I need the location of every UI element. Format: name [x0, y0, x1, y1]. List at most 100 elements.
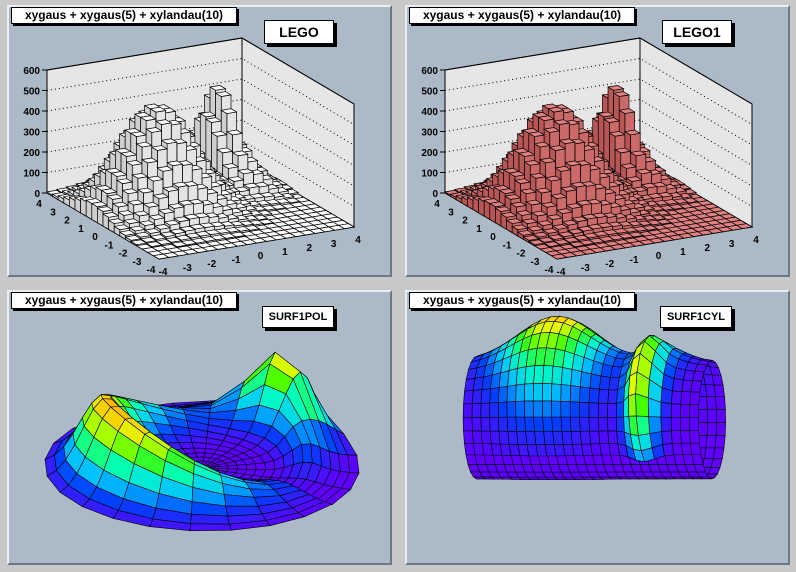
z-tick-label: 600	[23, 66, 40, 77]
y-tick-label: 0	[92, 232, 98, 243]
x-tick-label: 4	[753, 235, 759, 246]
y-tick-label: 3	[50, 207, 56, 218]
surface-cell	[533, 416, 544, 433]
x-tick-label: -1	[630, 255, 639, 266]
y-tick-label: -2	[517, 249, 526, 260]
histogram-title: xygaus + xygaus(5) + xylandau(10)	[11, 292, 237, 309]
surface-cell	[506, 401, 517, 418]
pad-lego1[interactable]: 0 100 200 300 400 500 600 -4 -3 -2 -1 0 1 2 3 4 -4 -3 -2 -1…	[405, 5, 790, 277]
surface-cell	[245, 463, 257, 471]
y-tick-label: 3	[448, 207, 454, 218]
x-tick-label: -4	[557, 267, 566, 275]
surface-cell	[515, 366, 527, 386]
surface-cell	[498, 401, 508, 418]
bar-top-face	[160, 138, 178, 145]
surface-cell	[524, 383, 534, 402]
surface-cell	[551, 400, 562, 418]
surface-cell	[236, 464, 248, 470]
bar-top-face	[640, 182, 659, 189]
surface-cell	[635, 415, 651, 436]
surface-cell	[597, 402, 609, 418]
pad-surf1cyl[interactable]: xygaus + xygaus(5) + xylandau(10) SURF1C…	[405, 290, 790, 565]
bar-top-face	[170, 241, 188, 248]
bar-top-face	[178, 225, 197, 232]
y-tick-label: 4	[434, 199, 440, 210]
surface-cell	[607, 389, 618, 404]
x-tick-label: 2	[704, 243, 710, 254]
bar-top-face	[543, 127, 561, 133]
y-tick-label: -3	[133, 257, 142, 268]
bar-top-face	[231, 150, 249, 157]
surface-cell	[635, 393, 649, 417]
bar-top-face	[134, 231, 152, 238]
pad-lego[interactable]: 0 100 200 300 400 500 600 -4 -3 -2 -1 0 1 2 3 4 -4 -3 -2 -1…	[7, 5, 392, 277]
bar-top-face	[537, 115, 555, 121]
surface-cell	[323, 487, 352, 506]
bar-top-face	[518, 151, 536, 157]
surface-cell	[689, 391, 701, 405]
surface-cell	[551, 416, 563, 432]
bar-top-face	[117, 210, 135, 216]
y-tick-label: -4	[545, 265, 554, 275]
surface-cell	[569, 416, 581, 432]
surface-cell	[716, 409, 726, 423]
pad-surf1pol[interactable]: xygaus + xygaus(5) + xylandau(10) SURF1P…	[7, 290, 392, 565]
surface-cell	[560, 384, 571, 403]
z-tick-label: 200	[23, 148, 40, 159]
surface-cell	[551, 383, 562, 402]
bar-top-face	[177, 199, 195, 206]
z-tick-label: 500	[421, 87, 438, 98]
y-tick-label: -1	[503, 240, 512, 251]
surface-cell	[471, 389, 483, 405]
bar-top-face	[509, 201, 528, 208]
x-tick-label: 2	[306, 243, 312, 254]
surface-cell	[560, 367, 573, 386]
surface-cell	[472, 430, 483, 444]
surface-cell	[480, 430, 492, 445]
bar-top-face	[171, 181, 190, 188]
bar-top-face	[550, 253, 568, 260]
z-gridline	[444, 98, 753, 166]
bar-top-face	[110, 171, 128, 177]
bar-top-face	[488, 201, 507, 208]
bar-top-face	[121, 188, 139, 195]
bar-top-face	[623, 129, 642, 136]
bar-top-face	[129, 131, 148, 137]
bar-top-face	[166, 160, 184, 167]
x-tick-label: 1	[680, 247, 686, 258]
z-gridline	[444, 78, 753, 146]
x-tick-label: -2	[605, 259, 614, 270]
bar-top-face	[118, 230, 137, 236]
surface-cell	[524, 416, 535, 432]
bar-top-face	[522, 235, 540, 241]
bar-top-face	[499, 212, 518, 218]
surface-cell	[463, 430, 474, 444]
bar-top-face	[619, 163, 638, 169]
bar-top-face	[580, 213, 599, 220]
bar-top-face	[129, 239, 148, 246]
surface-cell	[598, 430, 610, 445]
surface-cell	[671, 378, 684, 392]
bar-top-face	[157, 208, 176, 214]
y-tick-label: -1	[105, 240, 114, 251]
bar-top-face	[520, 218, 539, 225]
surface-cell	[462, 416, 473, 432]
bar-top-face	[537, 236, 556, 243]
bar-top-face	[214, 91, 233, 97]
z-tick-label: 100	[421, 169, 438, 180]
z-gridline	[46, 98, 355, 166]
bar-top-face	[128, 225, 146, 232]
bar-top-face	[562, 237, 581, 243]
bar-top-face	[120, 151, 138, 157]
bar-top-face	[540, 201, 558, 208]
surface-cell	[598, 375, 611, 391]
bar-top-face	[124, 235, 142, 241]
surface-cell	[697, 422, 708, 437]
histogram-title: xygaus + xygaus(5) + xylandau(10)	[409, 292, 635, 309]
bar-top-face	[199, 111, 217, 118]
bar-top-face	[209, 85, 227, 91]
surface-cell	[524, 365, 536, 385]
surface-cell	[189, 523, 232, 532]
z-gridline	[46, 139, 355, 207]
y-tick-label: -3	[531, 257, 540, 268]
